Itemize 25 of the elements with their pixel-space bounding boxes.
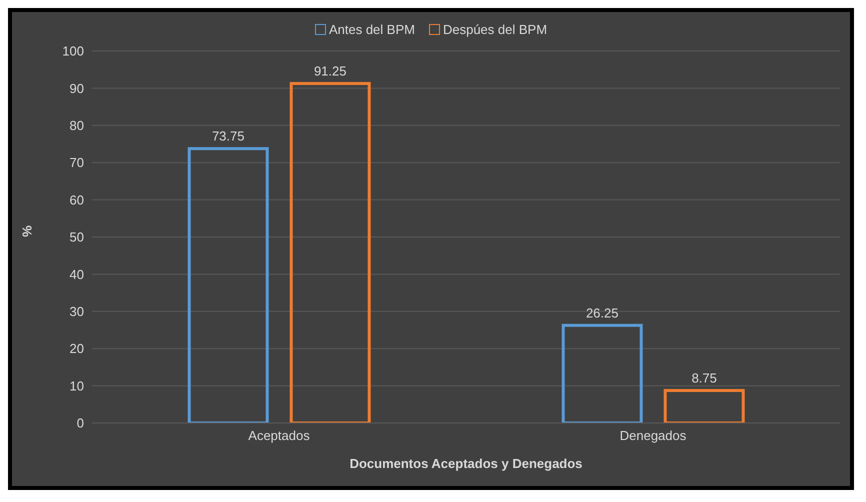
bar: [188, 147, 269, 423]
bar: [562, 324, 643, 423]
data-label: 8.75: [692, 370, 717, 386]
y-tick-label: 0: [76, 416, 84, 431]
y-tick-label: 70: [70, 155, 84, 170]
legend-label: Despúes del BPM: [442, 22, 548, 37]
y-tick-label: 40: [70, 266, 84, 282]
data-label: 73.75: [212, 128, 245, 144]
x-tick-label: Denegados: [620, 428, 687, 444]
y-tick-label: 10: [70, 378, 84, 394]
y-tick-label: 60: [70, 192, 84, 208]
y-tick-label: 20: [70, 341, 84, 356]
y-tick-label: 100: [62, 44, 84, 59]
data-label: 26.25: [586, 305, 619, 320]
y-tick-label: 90: [70, 80, 84, 96]
x-axis-title: Documentos Aceptados y Denegados: [350, 456, 582, 471]
bar: [290, 82, 371, 423]
y-axis-title: %: [20, 225, 35, 237]
y-tick-label: 50: [70, 230, 84, 245]
y-tick-label: 30: [70, 304, 84, 320]
data-label: 91.25: [314, 64, 347, 79]
x-tick-label: Aceptados: [248, 428, 310, 444]
y-tick-label: 80: [70, 118, 84, 134]
bar: [664, 388, 745, 423]
legend-label: Antes del BPM: [328, 22, 415, 37]
